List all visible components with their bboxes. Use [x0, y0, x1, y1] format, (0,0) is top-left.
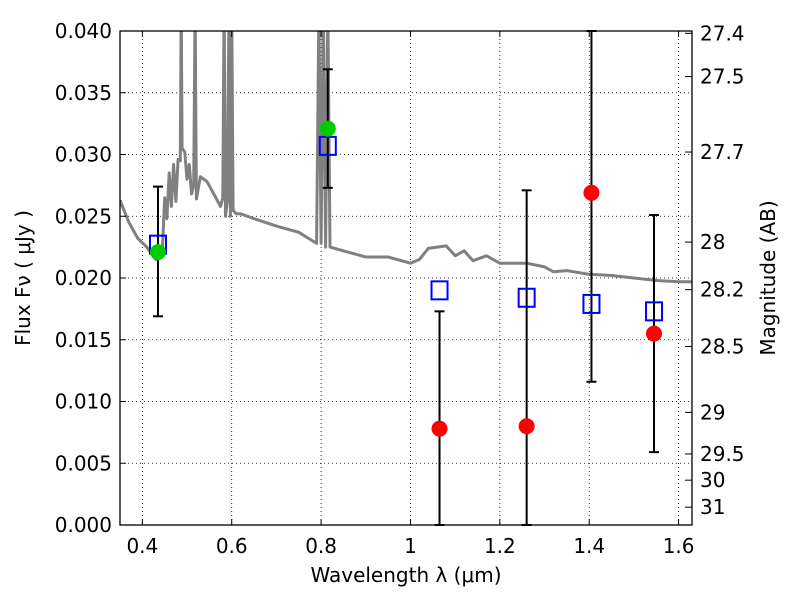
nondetection-point	[646, 325, 663, 342]
mag-tick-label: 28.2	[700, 278, 745, 302]
y-tick-label: 0.005	[55, 451, 112, 475]
mag-tick-label: 31	[700, 495, 725, 519]
model-photometry-square	[430, 280, 449, 301]
y-tick-label: 0.025	[55, 204, 112, 228]
x-tick-label: 1.4	[573, 534, 605, 558]
y-axis-left-label: Flux Fν ( μJy )	[11, 210, 35, 346]
x-tick-label: 1.6	[663, 534, 695, 558]
detection-point	[319, 120, 336, 137]
x-tick-label: 0.4	[126, 534, 158, 558]
mag-tick-label: 28	[700, 230, 725, 254]
y-axis-left: 0.000 0.005 0.010 0.015 0.020 0.025 0.030 0.035…	[55, 19, 126, 537]
plot-background	[120, 31, 692, 525]
y-tick-label: 0.010	[55, 390, 112, 414]
model-photometry-square	[582, 293, 601, 314]
y-tick-label: 0.030	[55, 143, 112, 167]
marker-layer	[148, 120, 664, 437]
nondetection-point	[583, 184, 600, 201]
y-axis-right: 27.4 27.5 27.7 28 28.2 28.5 29 29.530 31	[685, 21, 745, 519]
x-axis: 0.4 0.6 0.8 1 1.2 1.4 1.6	[126, 31, 695, 558]
curve-layer	[120, 31, 692, 284]
mag-tick-label: 27.7	[700, 140, 745, 164]
model-photometry-square	[645, 301, 664, 322]
y-axis-right-label: Magnitude (AB)	[756, 200, 780, 355]
y-tick-label: 0.000	[55, 513, 112, 537]
detection-point	[149, 244, 166, 261]
mag-tick-label: 27.4	[700, 21, 745, 45]
mag-tick-label: 29.5	[700, 442, 745, 466]
mag-tick-label: 29	[700, 400, 725, 424]
mag-tick-label: 28.5	[700, 334, 745, 358]
nondetection-point	[518, 418, 535, 435]
model-photometry-square	[318, 135, 337, 156]
x-axis-label: Wavelength λ (μm)	[310, 563, 501, 587]
x-tick-label: 1.2	[484, 534, 516, 558]
y-tick-label: 0.040	[55, 19, 112, 43]
mag-tick-label: 30	[700, 468, 725, 492]
y-tick-label: 0.015	[55, 328, 112, 352]
x-tick-label: 0.8	[305, 534, 337, 558]
x-tick-label: 1	[404, 534, 417, 558]
model-photometry-square	[517, 287, 536, 308]
mag-tick-label: 27.5	[700, 65, 745, 89]
x-tick-label: 0.6	[216, 534, 248, 558]
y-tick-label: 0.020	[55, 266, 112, 290]
y-tick-label: 0.035	[55, 81, 112, 105]
nondetection-point	[431, 420, 448, 437]
sed-model-curve	[120, 31, 692, 284]
